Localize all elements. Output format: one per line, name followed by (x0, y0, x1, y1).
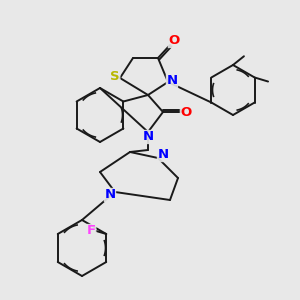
Text: N: N (104, 188, 116, 202)
Text: F: F (87, 224, 96, 238)
Text: N: N (142, 130, 154, 143)
Text: N: N (158, 148, 169, 161)
Text: N: N (167, 74, 178, 88)
Text: O: O (168, 34, 180, 47)
Text: S: S (110, 70, 120, 83)
Text: O: O (180, 106, 192, 118)
